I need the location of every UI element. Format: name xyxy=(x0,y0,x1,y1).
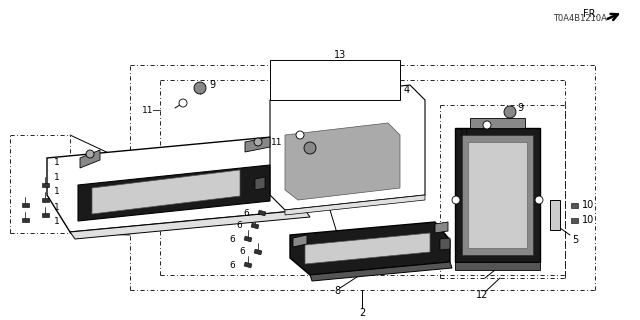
Text: 11: 11 xyxy=(271,138,282,147)
Polygon shape xyxy=(293,235,307,247)
Text: 6: 6 xyxy=(229,260,235,269)
Text: 5: 5 xyxy=(572,235,578,245)
Circle shape xyxy=(194,82,206,94)
Polygon shape xyxy=(470,118,525,128)
Text: 13: 13 xyxy=(334,50,346,60)
Text: 12: 12 xyxy=(476,290,488,300)
Text: 2: 2 xyxy=(359,308,365,318)
Polygon shape xyxy=(468,142,527,248)
Text: 9: 9 xyxy=(517,103,523,113)
Circle shape xyxy=(483,121,491,129)
Bar xyxy=(244,262,252,268)
Text: 8: 8 xyxy=(334,286,340,296)
Polygon shape xyxy=(270,85,425,210)
Text: T0A4B1210A: T0A4B1210A xyxy=(553,13,607,22)
Polygon shape xyxy=(285,195,425,215)
Bar xyxy=(42,198,49,202)
Text: 6: 6 xyxy=(229,235,235,244)
Text: 11—: 11— xyxy=(141,106,162,115)
Polygon shape xyxy=(462,135,533,255)
Text: 9: 9 xyxy=(317,135,323,145)
Text: 6: 6 xyxy=(243,209,249,218)
Polygon shape xyxy=(255,177,265,190)
Polygon shape xyxy=(285,123,400,200)
Polygon shape xyxy=(455,262,540,270)
Text: 10: 10 xyxy=(582,215,594,225)
Circle shape xyxy=(296,131,304,139)
Text: 6: 6 xyxy=(239,247,245,257)
Polygon shape xyxy=(310,262,452,281)
Bar xyxy=(570,203,577,207)
Polygon shape xyxy=(440,238,450,250)
Polygon shape xyxy=(435,222,448,233)
Polygon shape xyxy=(455,128,540,262)
Polygon shape xyxy=(550,200,560,230)
Polygon shape xyxy=(270,60,400,100)
Bar xyxy=(251,223,259,229)
Bar xyxy=(22,218,29,222)
Circle shape xyxy=(452,196,460,204)
Circle shape xyxy=(535,196,543,204)
Bar xyxy=(570,218,577,222)
Text: 1: 1 xyxy=(54,157,60,166)
Text: 10: 10 xyxy=(582,200,594,210)
Bar xyxy=(22,203,29,207)
Text: 6: 6 xyxy=(236,221,242,230)
Text: FR.: FR. xyxy=(583,9,598,19)
Circle shape xyxy=(504,106,516,118)
Text: 1: 1 xyxy=(54,203,60,212)
Bar xyxy=(42,183,49,187)
Polygon shape xyxy=(78,165,270,221)
Circle shape xyxy=(304,142,316,154)
Text: 4: 4 xyxy=(404,85,410,95)
Text: 1: 1 xyxy=(54,188,60,196)
Polygon shape xyxy=(245,137,270,152)
Text: 1: 1 xyxy=(54,172,60,181)
Text: 9: 9 xyxy=(209,80,215,90)
Text: 11: 11 xyxy=(458,129,470,138)
Polygon shape xyxy=(70,210,310,239)
Polygon shape xyxy=(47,136,305,232)
Polygon shape xyxy=(305,233,430,264)
Text: 1: 1 xyxy=(54,218,60,227)
Bar xyxy=(244,236,252,242)
Polygon shape xyxy=(80,150,100,168)
Bar xyxy=(258,210,266,216)
Polygon shape xyxy=(92,170,240,214)
Circle shape xyxy=(179,99,187,107)
Circle shape xyxy=(254,138,262,146)
Polygon shape xyxy=(290,222,450,275)
Circle shape xyxy=(86,150,94,158)
Bar xyxy=(42,213,49,217)
Bar xyxy=(254,249,262,255)
